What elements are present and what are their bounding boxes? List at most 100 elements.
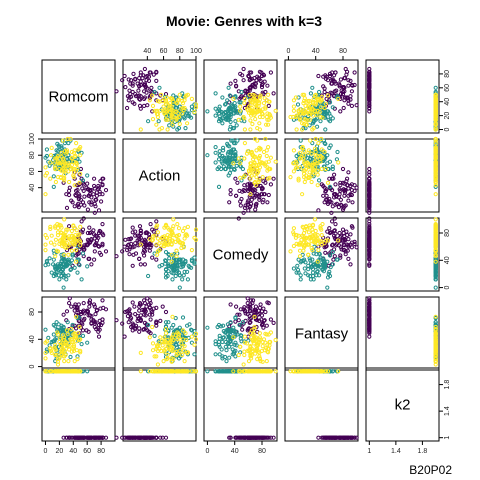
data-point (306, 148, 311, 153)
data-point (155, 249, 160, 254)
data-point (223, 101, 228, 106)
data-point (67, 188, 72, 193)
data-point (271, 176, 276, 181)
data-point (264, 359, 269, 364)
data-point (295, 102, 301, 107)
data-point (291, 169, 296, 174)
data-point (60, 342, 66, 347)
data-point (323, 189, 328, 194)
data-point (273, 337, 278, 343)
data-point (327, 145, 332, 150)
data-point (127, 311, 132, 316)
data-point (273, 369, 278, 374)
data-point (327, 253, 333, 258)
data-point (98, 179, 103, 184)
data-point (69, 248, 75, 253)
data-point (298, 277, 303, 282)
data-point (242, 105, 247, 111)
data-point (138, 369, 143, 374)
data-point (68, 136, 73, 142)
data-point (67, 179, 72, 185)
data-point (158, 108, 163, 113)
data-point (169, 114, 174, 120)
data-point (304, 224, 309, 229)
data-point (174, 349, 179, 354)
data-point (129, 316, 134, 321)
data-point (159, 235, 164, 240)
data-point (305, 118, 310, 123)
data-point (242, 101, 247, 106)
data-point (288, 114, 293, 120)
data-point (311, 171, 316, 176)
data-point (85, 369, 90, 374)
data-point (155, 230, 160, 235)
data-point (325, 285, 330, 290)
data-point (74, 259, 79, 264)
data-point (62, 328, 68, 333)
data-point (253, 136, 258, 142)
data-point (342, 190, 348, 195)
data-point (59, 144, 64, 149)
data-point (249, 161, 254, 166)
data-point (219, 324, 224, 329)
panel-Romcom-Comedy (203, 59, 278, 134)
data-point (312, 108, 318, 113)
data-point (259, 185, 265, 190)
data-point (242, 141, 247, 146)
data-point (61, 275, 66, 280)
data-point (174, 105, 179, 111)
data-point (155, 252, 160, 257)
data-point (327, 100, 333, 105)
data-point (74, 193, 79, 198)
data-point (137, 329, 142, 334)
data-point (101, 233, 106, 238)
data-point (146, 119, 151, 124)
data-point (346, 170, 351, 175)
data-point (146, 273, 151, 279)
data-point (322, 258, 327, 264)
data-point (48, 176, 53, 181)
data-point (433, 348, 438, 353)
data-point (330, 176, 335, 181)
data-point (189, 104, 194, 109)
data-point (332, 172, 337, 177)
data-point (137, 224, 143, 229)
data-point (227, 144, 232, 149)
data-point (225, 98, 230, 103)
data-point (51, 332, 56, 337)
data-point (92, 176, 97, 181)
data-point (266, 346, 271, 351)
data-point (80, 322, 85, 327)
data-point (55, 161, 61, 166)
data-point (166, 263, 171, 268)
data-point (367, 185, 372, 190)
data-point (79, 277, 84, 282)
data-point (251, 333, 256, 338)
data-point (317, 157, 322, 162)
data-point (367, 255, 372, 260)
data-point (235, 312, 240, 317)
data-point (294, 241, 299, 246)
data-point (367, 307, 372, 313)
data-point (76, 196, 81, 202)
data-point (306, 267, 311, 272)
data-point (165, 233, 170, 238)
data-point (147, 435, 152, 440)
panel-Romcom-Romcom (41, 59, 116, 134)
data-point (310, 270, 316, 275)
data-point (231, 328, 237, 333)
data-point (64, 277, 69, 282)
data-point (55, 175, 61, 180)
data-point (433, 151, 438, 156)
data-point (144, 78, 149, 83)
data-point (59, 323, 64, 328)
data-point (138, 127, 143, 132)
data-point (183, 126, 188, 131)
data-point (308, 225, 313, 230)
data-point (163, 339, 169, 345)
data-point (325, 93, 331, 98)
data-point (324, 193, 329, 198)
data-point (263, 105, 268, 110)
data-point (273, 159, 278, 164)
data-point (233, 316, 238, 321)
